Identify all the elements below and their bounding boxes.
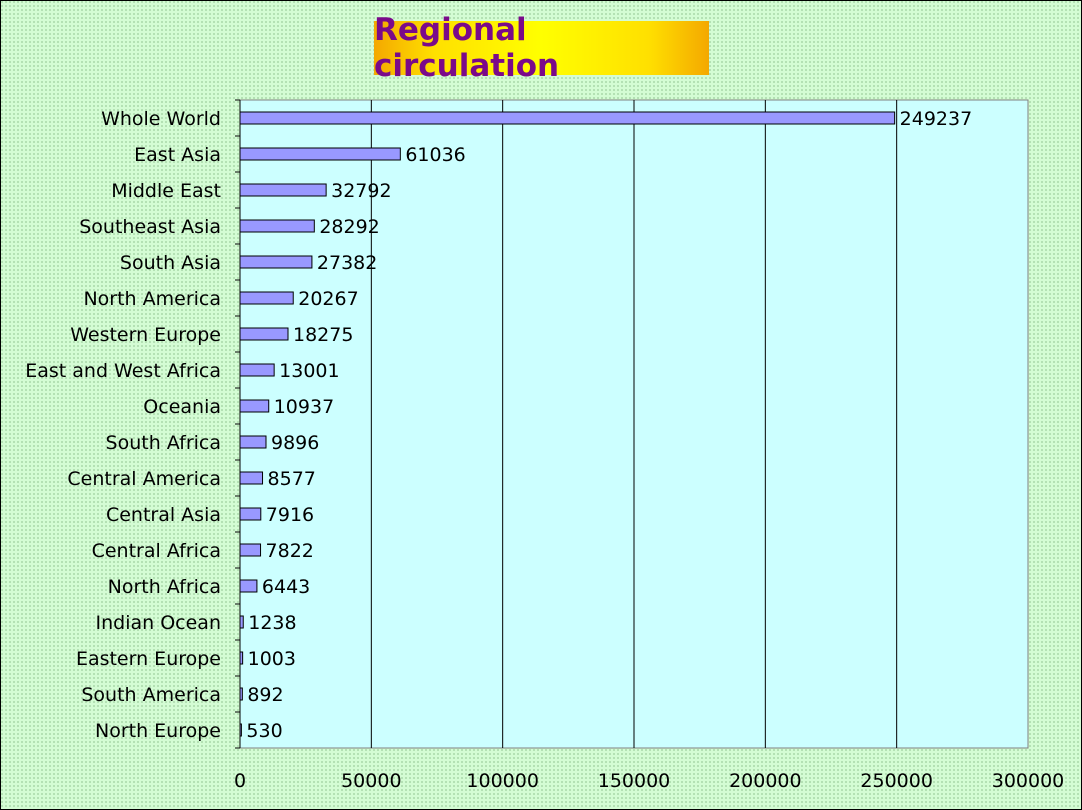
category-label: South Asia [120, 252, 221, 274]
bar [239, 435, 267, 449]
bar [239, 291, 294, 305]
category-label: East Asia [134, 144, 221, 166]
value-label: 8577 [268, 468, 316, 490]
bar [239, 543, 262, 557]
y-tick-marks [235, 99, 240, 749]
x-tick-label: 300000 [992, 770, 1065, 792]
category-label: South Africa [106, 432, 221, 454]
category-label: Southeast Asia [79, 216, 221, 238]
category-label: North America [83, 288, 221, 310]
value-label: 249237 [900, 108, 973, 130]
x-tick-label: 200000 [729, 770, 802, 792]
bar [239, 471, 264, 485]
bar [239, 363, 275, 377]
value-label: 6443 [262, 576, 310, 598]
category-label: Western Europe [70, 324, 221, 346]
value-label: 1238 [248, 612, 296, 634]
value-label: 13001 [279, 360, 339, 382]
x-tick-label: 0 [234, 770, 246, 792]
bar [239, 219, 315, 233]
value-label: 27382 [317, 252, 377, 274]
category-label: North Europe [95, 720, 221, 742]
bar [239, 579, 258, 593]
value-label: 530 [246, 720, 282, 742]
bar [239, 255, 313, 269]
bar [239, 687, 243, 701]
x-tick-label: 250000 [860, 770, 933, 792]
category-label: North Africa [108, 576, 221, 598]
bar [239, 723, 242, 737]
bar [239, 147, 401, 161]
category-label: South America [81, 684, 221, 706]
value-label: 1003 [248, 648, 296, 670]
category-label: Central America [67, 468, 221, 490]
category-label: Middle East [111, 180, 221, 202]
bar [239, 111, 896, 125]
value-label: 7916 [266, 504, 314, 526]
category-label: Oceania [143, 396, 221, 418]
category-label: Central Asia [106, 504, 221, 526]
x-tick-label: 150000 [598, 770, 671, 792]
value-label: 10937 [274, 396, 334, 418]
x-tick-label: 50000 [341, 770, 401, 792]
bar [239, 651, 244, 665]
x-tick-label: 100000 [466, 770, 539, 792]
value-label: 9896 [271, 432, 319, 454]
value-label: 892 [247, 684, 283, 706]
value-label: 20267 [298, 288, 358, 310]
category-label: East and West Africa [25, 360, 221, 382]
value-label: 61036 [405, 144, 465, 166]
bars [239, 111, 896, 737]
value-labels: 249237 61036 32792 28292 27382 20267 18275 1300… [246, 108, 972, 742]
value-label: 28292 [319, 216, 379, 238]
category-label: Whole World [101, 108, 221, 130]
bar [239, 399, 270, 413]
category-labels: Whole World East Asia Middle East Southeast… [25, 108, 221, 742]
value-label: 7822 [266, 540, 314, 562]
bar [239, 507, 262, 521]
value-label: 18275 [293, 324, 353, 346]
category-label: Eastern Europe [76, 648, 221, 670]
value-label: 32792 [331, 180, 391, 202]
category-label: Central Africa [92, 540, 221, 562]
x-tick-labels: 0 50000 100000 150000 200000 250000 300000 [234, 770, 1064, 792]
bar [239, 615, 244, 629]
category-label: Indian Ocean [96, 612, 222, 634]
bar [239, 327, 289, 341]
bar [239, 183, 327, 197]
